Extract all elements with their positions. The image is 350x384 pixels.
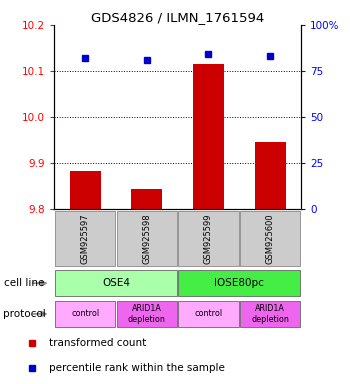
Text: cell line: cell line xyxy=(4,278,44,288)
Bar xyxy=(178,301,239,327)
Text: GSM925600: GSM925600 xyxy=(266,213,275,264)
Bar xyxy=(178,210,239,266)
Text: ARID1A
depletion: ARID1A depletion xyxy=(251,304,289,324)
Bar xyxy=(240,210,300,266)
Bar xyxy=(70,171,100,209)
Text: transformed count: transformed count xyxy=(49,338,146,348)
Text: ARID1A
depletion: ARID1A depletion xyxy=(128,304,166,324)
Title: GDS4826 / ILMN_1761594: GDS4826 / ILMN_1761594 xyxy=(91,11,264,24)
Text: GSM925597: GSM925597 xyxy=(80,213,90,264)
Bar xyxy=(55,270,177,296)
Text: control: control xyxy=(71,310,99,318)
Text: percentile rank within the sample: percentile rank within the sample xyxy=(49,362,225,373)
Text: protocol: protocol xyxy=(4,309,46,319)
Bar xyxy=(240,301,300,327)
Bar xyxy=(117,210,177,266)
Bar xyxy=(55,210,115,266)
Bar xyxy=(117,301,177,327)
Text: GSM925599: GSM925599 xyxy=(204,213,213,264)
Bar xyxy=(193,64,224,209)
Text: IOSE80pc: IOSE80pc xyxy=(214,278,264,288)
Text: OSE4: OSE4 xyxy=(102,278,130,288)
Bar xyxy=(178,270,300,296)
Text: control: control xyxy=(194,310,223,318)
Bar xyxy=(255,142,286,209)
Text: GSM925598: GSM925598 xyxy=(142,213,151,264)
Bar xyxy=(55,301,115,327)
Bar xyxy=(131,189,162,209)
